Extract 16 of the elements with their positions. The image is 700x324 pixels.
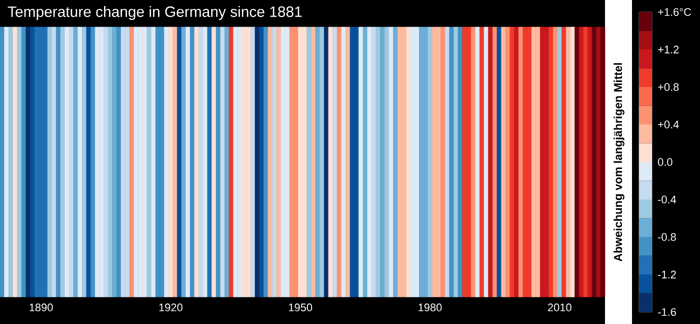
color-bar-title: Abweichung vom langjährigen Mittel <box>614 63 624 262</box>
chart-title: Temperature change in Germany since 1881 <box>8 6 302 20</box>
x-tick-label: 1890 <box>30 304 53 312</box>
x-tick-label: 1920 <box>159 304 182 312</box>
color-bar-label: -0.8 <box>658 233 676 241</box>
color-bar-label: 0.0 <box>658 158 672 166</box>
color-bar-label: -0.4 <box>658 196 676 204</box>
color-bar-label: -1.6 <box>658 308 676 316</box>
x-tick-label: 2010 <box>548 304 572 312</box>
x-tick-label: 1950 <box>288 304 312 312</box>
x-tick-label: 1980 <box>418 304 442 312</box>
color-bar-label: +0.4 <box>658 120 679 128</box>
color-bar-label: +1.6°C <box>658 8 692 16</box>
color-bar-label: +1.2 <box>658 46 679 54</box>
color-bar-label: +0.8 <box>658 83 679 91</box>
color-bar-label: -1.2 <box>658 270 676 278</box>
